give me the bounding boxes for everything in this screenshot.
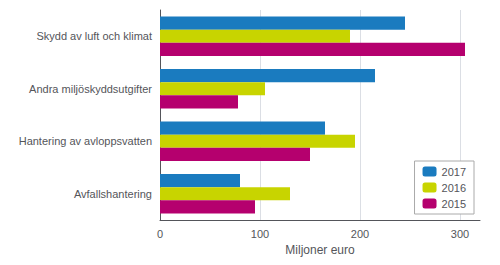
svg-text:0: 0	[157, 228, 163, 240]
svg-text:Miljoner euro: Miljoner euro	[285, 243, 355, 257]
svg-text:2016: 2016	[442, 182, 466, 194]
svg-text:Skydd av luft och klimat: Skydd av luft och klimat	[36, 30, 152, 42]
svg-text:100: 100	[251, 228, 269, 240]
svg-text:Hantering av avloppsvatten: Hantering av avloppsvatten	[19, 135, 152, 147]
svg-text:300: 300	[451, 228, 469, 240]
svg-text:200: 200	[351, 228, 369, 240]
svg-text:Andra miljöskyddsutgifter: Andra miljöskyddsutgifter	[29, 83, 152, 95]
svg-text:2017: 2017	[442, 166, 466, 178]
svg-text:Avfallshantering: Avfallshantering	[74, 188, 152, 200]
svg-text:2015: 2015	[442, 198, 466, 210]
